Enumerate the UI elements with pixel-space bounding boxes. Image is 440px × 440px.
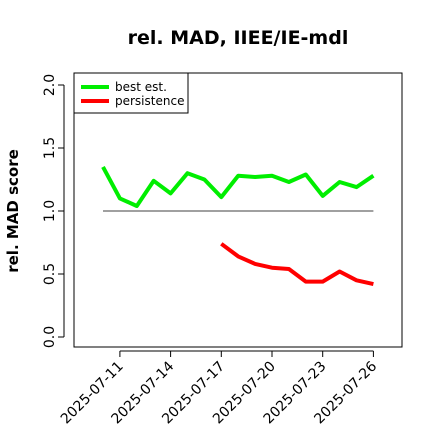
legend: best est. persistence [73, 72, 189, 114]
legend-label-best-est: best est. [115, 80, 167, 94]
y-tick-label: 1.0 [42, 200, 58, 222]
series-line-best-est [101, 165, 375, 208]
legend-box [73, 72, 189, 114]
y-tick-label: 1.5 [42, 137, 58, 159]
y-tick-label: 0.5 [42, 263, 58, 285]
series-line-persistence [220, 242, 374, 287]
y-axis-label: rel. MAD score [4, 149, 22, 273]
series-layer [101, 165, 375, 287]
legend-label-persistence: persistence [115, 94, 184, 108]
plot-frame [73, 72, 403, 348]
axes: 0.00.51.01.52.02025-07-112025-07-142025-… [42, 74, 380, 428]
y-tick-label: 2.0 [42, 74, 58, 96]
chart-title: rel. MAD, IIEE/IE-mdl [128, 27, 349, 49]
y-tick-label: 0.0 [42, 326, 58, 348]
